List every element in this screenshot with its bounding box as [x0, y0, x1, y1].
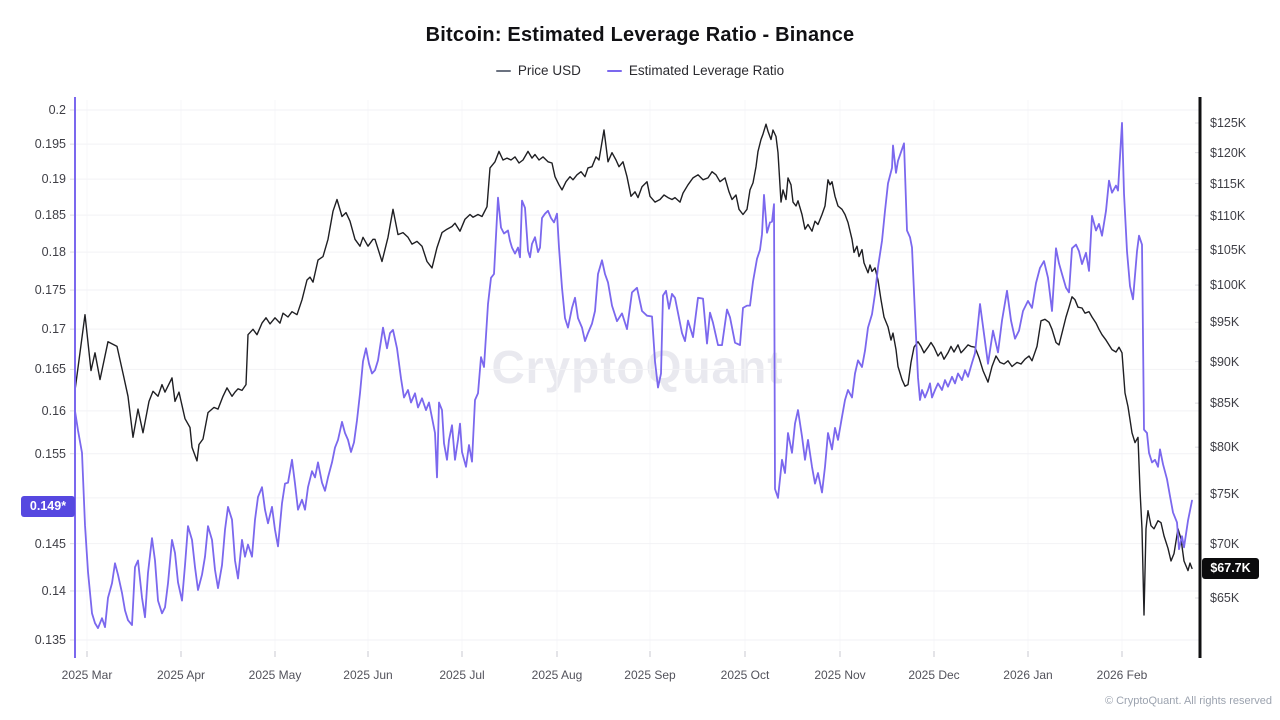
left-axis-badge: 0.149* — [21, 496, 75, 518]
x-axis-tick-label: 2025 Jun — [343, 668, 393, 682]
right-axis-tick-label: $110K — [1210, 208, 1246, 223]
right-axis-tick-label: $95K — [1210, 315, 1240, 330]
left-axis-tick-label: 0.18 — [41, 245, 66, 260]
legend: Price USD Estimated Leverage Ratio — [0, 63, 1280, 78]
right-axis-tick-label: $85K — [1210, 396, 1240, 411]
left-axis-tick-label: 0.14 — [41, 583, 66, 598]
left-axis-tick-label: 0.165 — [34, 362, 66, 377]
right-axis-tick-label: $65K — [1210, 591, 1240, 605]
left-axis-tick-label: 0.145 — [34, 536, 66, 551]
legend-label-leverage-ratio: Estimated Leverage Ratio — [628, 63, 785, 78]
series-line-leverage-ratio — [74, 122, 1193, 629]
left-axis-tick-label: 0.185 — [34, 208, 66, 223]
right-axis-tick-label: $75K — [1210, 487, 1240, 502]
series-line-price — [74, 123, 1193, 616]
cryptoquant-watermark: CryptoQuant — [491, 341, 784, 393]
x-axis-tick-label: 2025 Nov — [814, 668, 866, 682]
left-axis-tick-label: 0.175 — [34, 283, 66, 298]
right-axis-tick-label: $90K — [1210, 354, 1240, 369]
legend-item-price[interactable]: Price USD — [495, 63, 581, 78]
price-series-dash-icon — [495, 69, 511, 72]
left-axis-tick-label: 0.2 — [48, 103, 66, 117]
right-axis-tick-label: $100K — [1210, 278, 1247, 293]
x-axis-tick-label: 2025 Aug — [531, 668, 583, 682]
x-axis-tick-label: 2025 Apr — [156, 668, 206, 682]
x-axis-tick-label: 2025 Dec — [908, 668, 960, 682]
left-axis-tick-label: 0.155 — [34, 446, 66, 461]
left-axis-tick-label: 0.135 — [34, 633, 66, 647]
x-axis-tick-label: 2025 May — [248, 668, 302, 682]
leverage-series-dash-icon — [606, 69, 622, 72]
x-axis-tick-label: 2026 Jan — [1003, 668, 1053, 682]
left-axis-tick-label: 0.17 — [41, 322, 66, 337]
left-axis-tick-label: 0.16 — [41, 403, 66, 418]
left-axis-tick-label: 0.19 — [41, 172, 66, 187]
right-axis-badge: $67.7K — [1202, 557, 1259, 579]
right-axis-tick-label: $80K — [1210, 440, 1240, 455]
legend-item-leverage-ratio[interactable]: Estimated Leverage Ratio — [606, 63, 785, 78]
x-axis-tick-label: 2025 Oct — [720, 668, 770, 682]
right-axis-tick-label: $120K — [1210, 145, 1247, 160]
right-axis-tick-label: $125K — [1210, 116, 1247, 130]
left-axis-tick-label: 0.195 — [34, 137, 66, 152]
right-axis-tick-label: $70K — [1210, 537, 1240, 552]
chart-title: Bitcoin: Estimated Leverage Ratio - Bina… — [425, 24, 855, 46]
x-axis-tick-label: 2025 Sep — [624, 668, 676, 682]
x-axis-tick-label: 2025 Mar — [61, 668, 113, 682]
legend-label-price: Price USD — [517, 63, 581, 78]
x-axis-tick-label: 2025 Jul — [439, 668, 485, 682]
x-axis-tick-label: 2026 Feb — [1096, 668, 1148, 682]
right-axis-tick-label: $105K — [1210, 242, 1247, 257]
copyright-notice: © CryptoQuant. All rights reserved — [1104, 695, 1272, 707]
right-axis-tick-label: $115K — [1210, 176, 1246, 191]
